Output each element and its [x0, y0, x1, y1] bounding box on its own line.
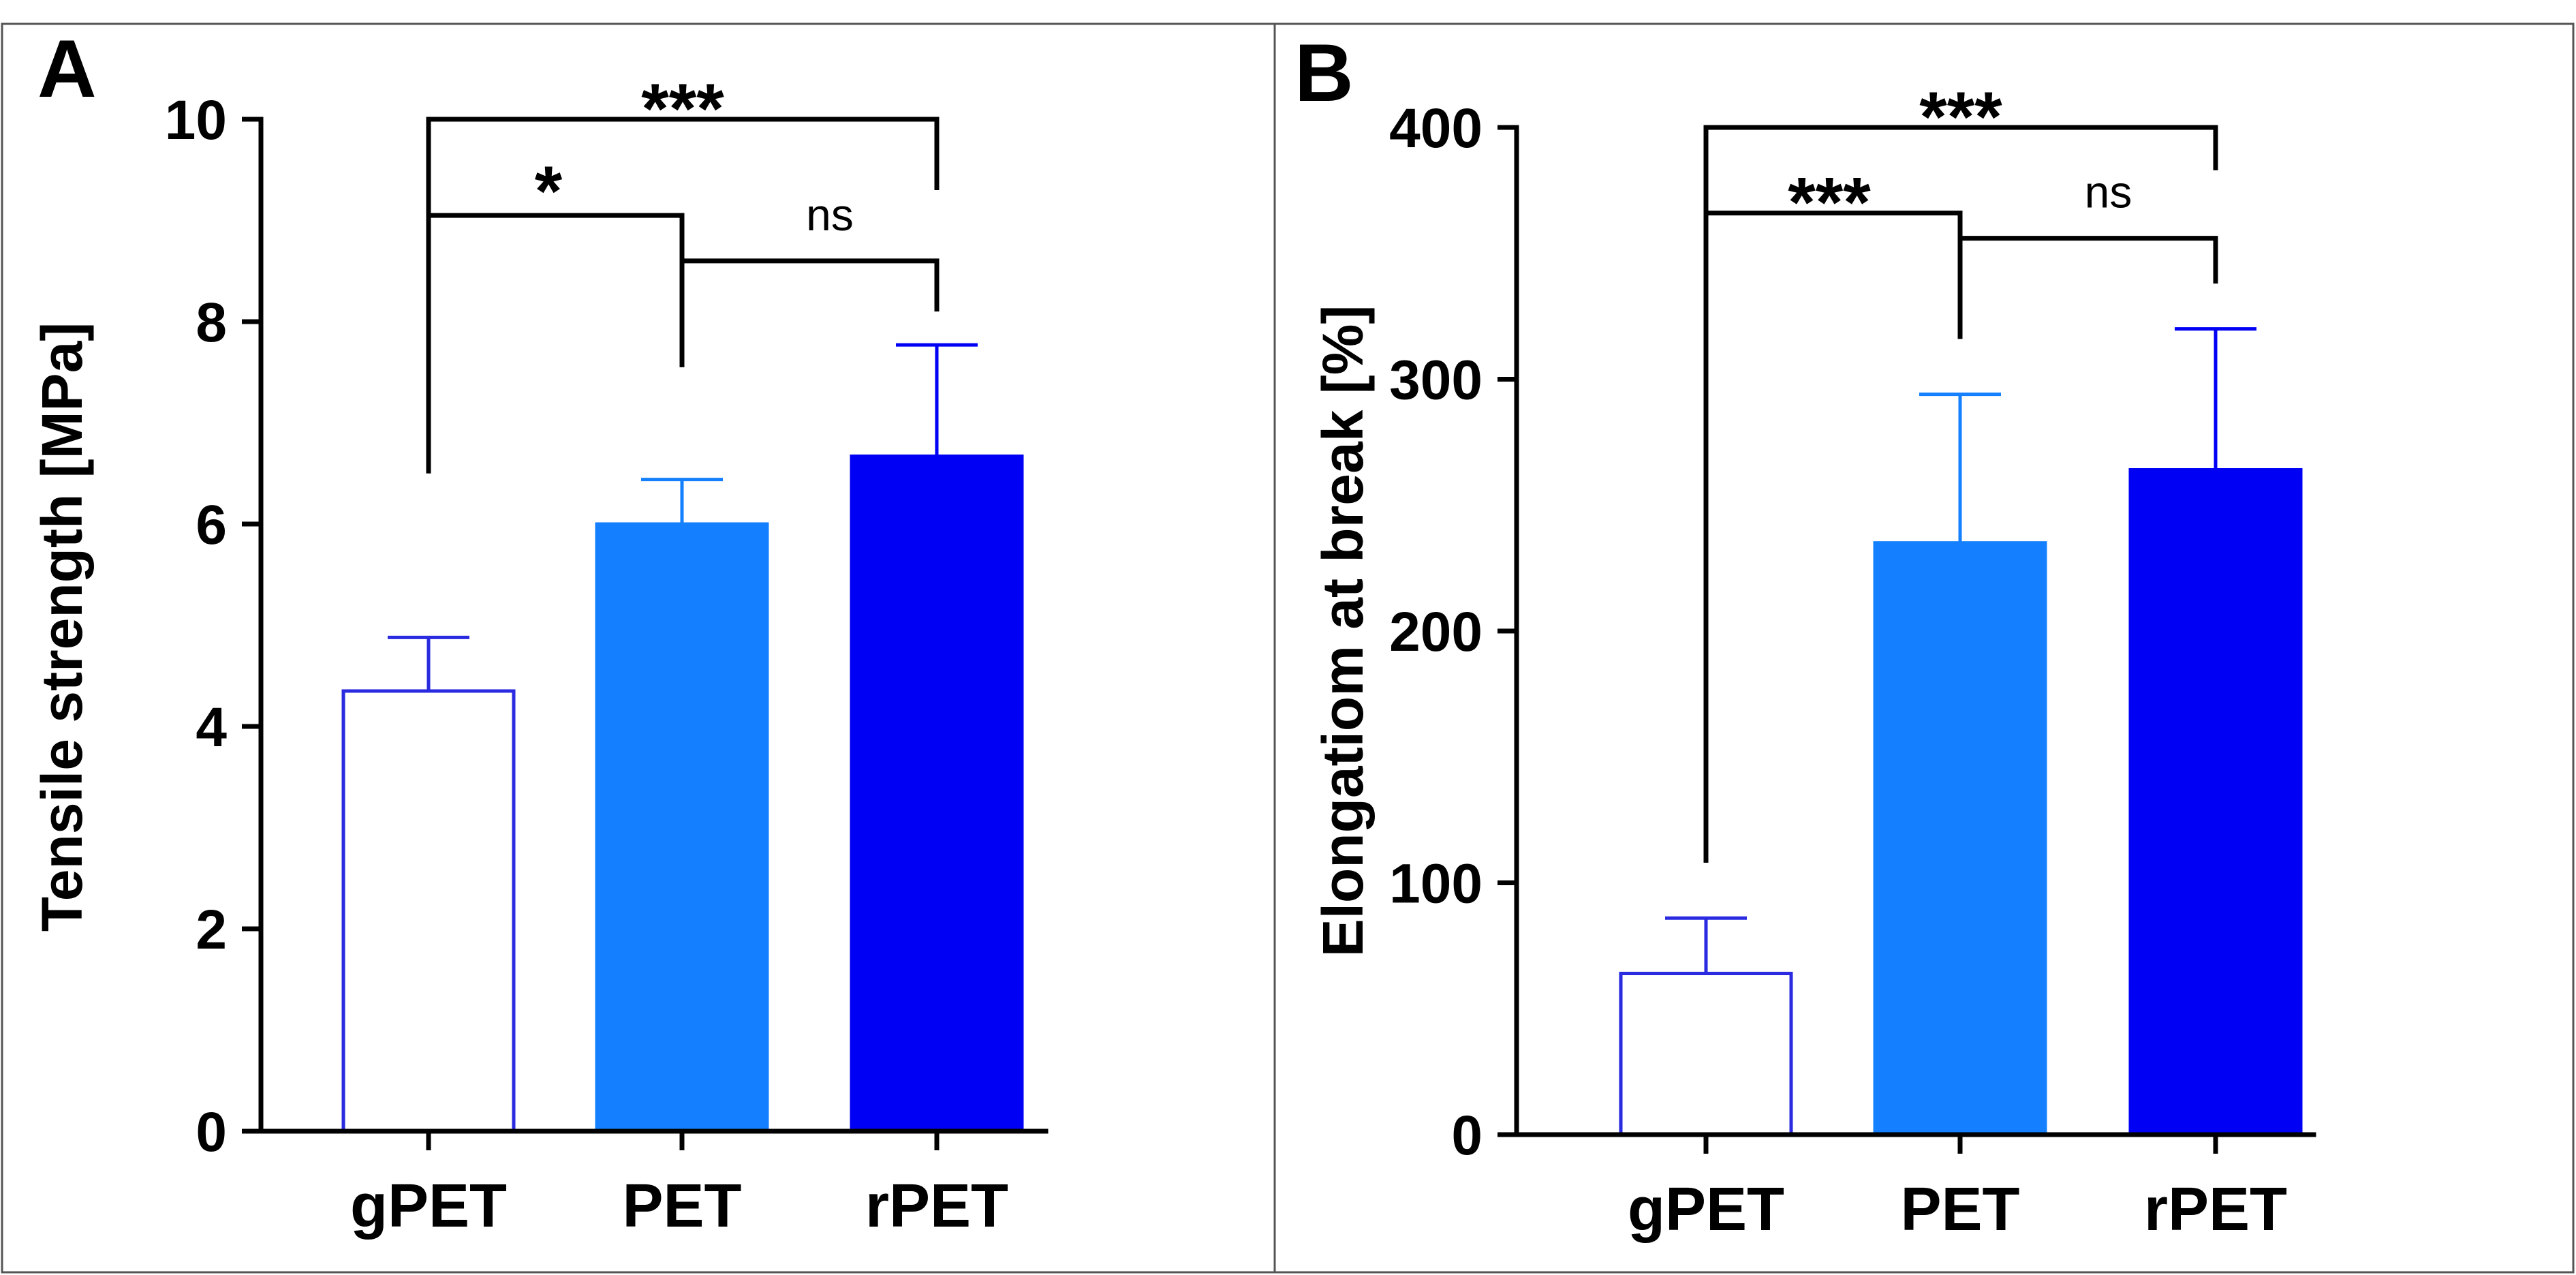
a-significance-bracket-1	[426, 117, 940, 474]
a-y-tick-label: 8	[196, 292, 227, 354]
b-y-tick-label: 100	[1389, 853, 1483, 915]
b-y-tick-label: 200	[1389, 601, 1483, 663]
b-bar-pet	[1873, 541, 2047, 1137]
b-significance-label-2: ***	[1788, 164, 1871, 243]
a-y-tick-label: 2	[196, 899, 227, 961]
b-bar-gpet	[1619, 972, 1793, 1137]
b-y-tick-label: 300	[1389, 350, 1483, 412]
b-significance-bracket-1	[1703, 125, 2218, 863]
panel-b: B Elongatiom at break [%] 0 100 200 300 400 gPE…	[1294, 27, 2316, 1244]
a-significance-label-1: ***	[641, 70, 724, 149]
a-significance-label-2: *	[535, 152, 563, 231]
a-bar-gpet	[341, 689, 516, 1133]
a-bar-pet	[595, 522, 769, 1133]
b-x-tick-label-gpet: gPET	[1628, 1176, 1784, 1244]
b-significance-label-1: ***	[1919, 78, 2002, 157]
b-y-axis-title: Elongatiom at break [%]	[1311, 305, 1375, 957]
a-y-tick-label: 6	[196, 494, 227, 556]
b-x-tick-label-rpet: rPET	[2144, 1176, 2287, 1244]
a-bar-rpet	[850, 455, 1024, 1133]
panel-b-frame	[1273, 22, 2575, 1274]
panel-a: A Tensile strength [MPa] 0 2 4 6 8 10 gPET PET rPE…	[30, 23, 1049, 1240]
a-y-tick-label: 10	[165, 89, 227, 151]
a-x-tick-label-rpet: rPET	[865, 1172, 1008, 1240]
b-y-tick-label: 0	[1451, 1105, 1483, 1167]
a-significance-label-3: ns	[806, 189, 854, 240]
a-y-tick-label: 4	[196, 696, 227, 758]
b-panel-letter: B	[1294, 27, 1354, 119]
a-panel-letter: A	[37, 23, 97, 114]
a-x-tick-label-pet: PET	[622, 1172, 741, 1240]
a-y-tick-label: 0	[196, 1101, 227, 1163]
a-y-axis-title: Tensile strength [MPa]	[30, 322, 94, 932]
a-significance-bracket-3	[682, 258, 940, 312]
a-significance-bracket-2	[426, 213, 685, 367]
b-significance-label-3: ns	[2085, 167, 2132, 217]
b-bar-rpet	[2128, 468, 2303, 1137]
b-y-tick-label: 400	[1389, 97, 1483, 159]
b-significance-bracket-3	[1960, 236, 2218, 284]
a-x-tick-label-gpet: gPET	[350, 1172, 507, 1240]
b-significance-bracket-2	[1703, 211, 1963, 339]
b-x-tick-label-pet: PET	[1900, 1176, 2019, 1244]
